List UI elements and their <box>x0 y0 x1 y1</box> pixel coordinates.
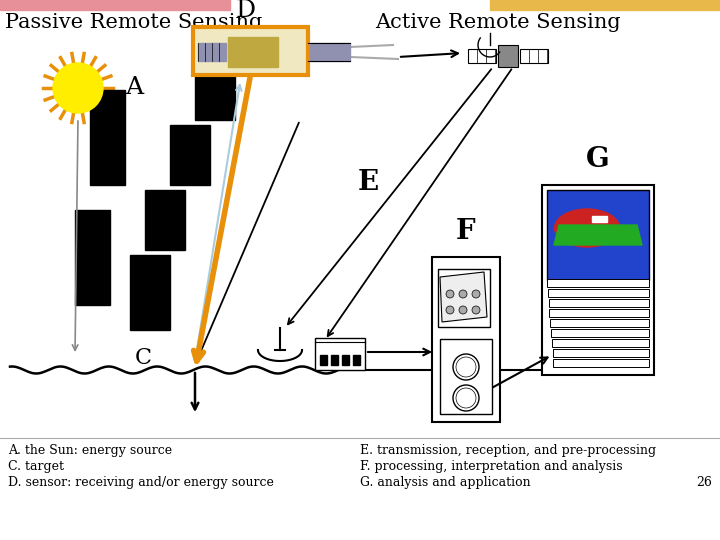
Circle shape <box>53 63 103 113</box>
Text: E. transmission, reception, and pre-processing: E. transmission, reception, and pre-proc… <box>360 444 656 457</box>
Circle shape <box>461 393 471 403</box>
Text: A. the Sun: energy source: A. the Sun: energy source <box>8 444 172 457</box>
Text: C: C <box>135 347 152 369</box>
Circle shape <box>456 357 476 377</box>
Polygon shape <box>440 272 487 322</box>
Bar <box>551 329 649 337</box>
Bar <box>170 125 210 185</box>
Circle shape <box>459 290 467 298</box>
Bar <box>490 0 720 10</box>
Circle shape <box>461 362 471 372</box>
Bar <box>548 289 649 297</box>
Bar <box>547 190 649 280</box>
Bar <box>320 355 327 365</box>
Bar <box>90 90 125 185</box>
Text: D. sensor: receiving and/or energy source: D. sensor: receiving and/or energy sourc… <box>8 476 274 489</box>
Polygon shape <box>554 225 642 245</box>
Ellipse shape <box>554 209 619 247</box>
Text: A: A <box>125 76 143 98</box>
Text: F. processing, interpretation and analysis: F. processing, interpretation and analys… <box>360 460 623 473</box>
Text: F: F <box>456 218 476 245</box>
Bar <box>592 216 607 222</box>
Bar <box>130 255 170 330</box>
Bar <box>554 359 649 367</box>
Circle shape <box>446 306 454 314</box>
Circle shape <box>472 306 480 314</box>
Text: Passive Remote Sensing: Passive Remote Sensing <box>5 13 262 32</box>
FancyBboxPatch shape <box>438 269 490 327</box>
Bar <box>145 190 185 250</box>
Text: C. target: C. target <box>8 460 64 473</box>
Bar <box>198 43 226 61</box>
Text: G: G <box>586 146 610 173</box>
Bar <box>342 355 349 365</box>
Bar <box>440 339 492 414</box>
Bar <box>331 355 338 365</box>
Bar <box>228 37 278 67</box>
Bar <box>542 185 654 375</box>
Circle shape <box>453 385 479 411</box>
Text: E: E <box>358 168 379 195</box>
Bar <box>547 279 649 287</box>
Bar <box>193 27 308 75</box>
Bar <box>553 349 649 357</box>
Bar <box>353 355 360 365</box>
Bar <box>310 43 350 61</box>
Bar <box>315 338 365 370</box>
Circle shape <box>456 388 476 408</box>
Text: G. analysis and application: G. analysis and application <box>360 476 531 489</box>
Bar <box>520 49 548 63</box>
Bar <box>550 319 649 327</box>
Text: D: D <box>235 0 256 22</box>
Bar <box>468 49 496 63</box>
Bar <box>75 210 110 305</box>
Bar <box>552 339 649 347</box>
Bar <box>432 257 500 422</box>
Circle shape <box>472 290 480 298</box>
Bar <box>195 30 235 120</box>
Circle shape <box>453 354 479 380</box>
Text: 26: 26 <box>696 476 712 489</box>
Bar <box>498 45 518 67</box>
Text: Active Remote Sensing: Active Remote Sensing <box>375 13 621 32</box>
Circle shape <box>459 306 467 314</box>
Bar <box>0 0 230 10</box>
Bar <box>549 299 649 307</box>
Circle shape <box>446 290 454 298</box>
Bar <box>549 309 649 317</box>
